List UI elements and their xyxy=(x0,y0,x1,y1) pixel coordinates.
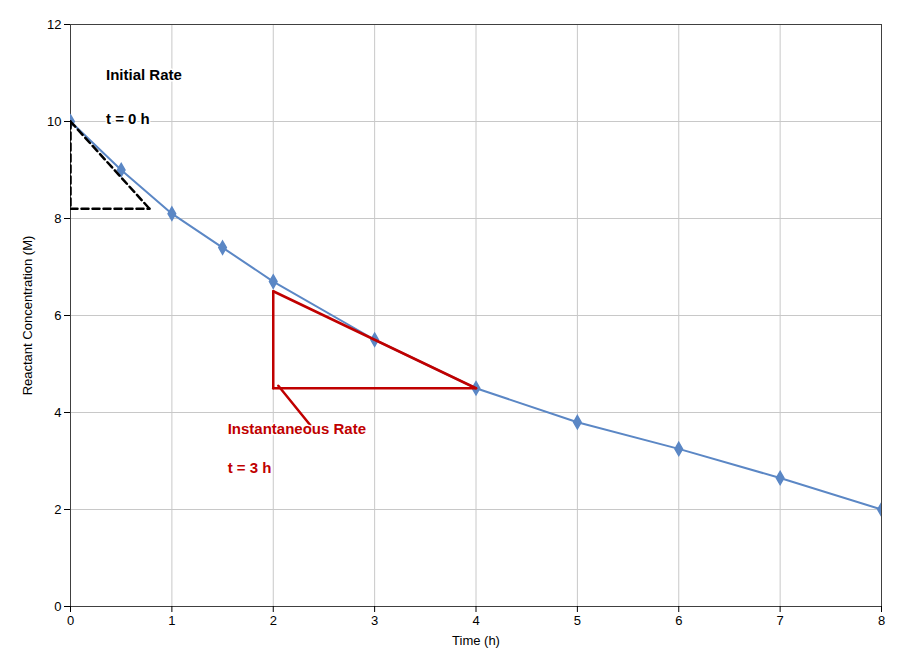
svg-text:t = 0 h: t = 0 h xyxy=(106,110,150,127)
svg-text:t = 3 h: t = 3 h xyxy=(228,459,272,476)
svg-text:3: 3 xyxy=(371,613,378,628)
svg-text:2: 2 xyxy=(54,502,61,517)
svg-text:0: 0 xyxy=(54,599,61,614)
svg-text:5: 5 xyxy=(574,613,581,628)
svg-text:6: 6 xyxy=(54,308,61,323)
svg-text:Time (h): Time (h) xyxy=(452,633,500,648)
svg-text:0: 0 xyxy=(67,613,74,628)
svg-text:12: 12 xyxy=(47,17,61,32)
svg-text:10: 10 xyxy=(47,114,61,129)
svg-text:4: 4 xyxy=(472,613,479,628)
svg-text:8: 8 xyxy=(878,613,885,628)
svg-text:2: 2 xyxy=(270,613,277,628)
svg-text:Instantaneous Rate: Instantaneous Rate xyxy=(228,420,366,437)
svg-text:7: 7 xyxy=(777,613,784,628)
svg-text:8: 8 xyxy=(54,211,61,226)
svg-text:Initial Rate: Initial Rate xyxy=(106,66,182,83)
svg-text:1: 1 xyxy=(168,613,175,628)
svg-text:4: 4 xyxy=(54,405,61,420)
svg-text:6: 6 xyxy=(675,613,682,628)
svg-text:Reactant Concentration (M): Reactant Concentration (M) xyxy=(20,236,35,396)
